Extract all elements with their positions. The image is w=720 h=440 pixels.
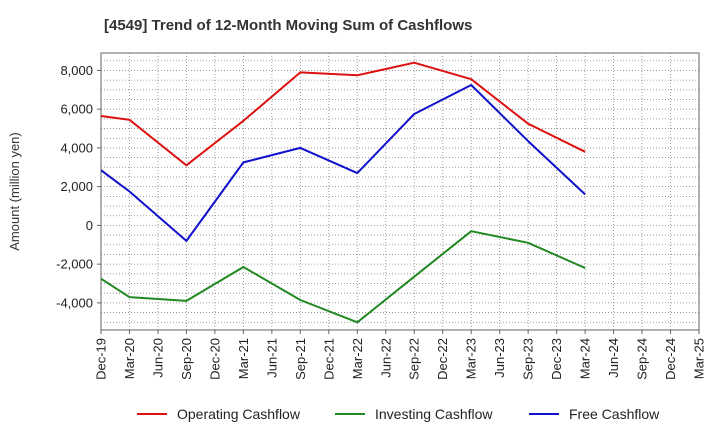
x-tick-label: Dec-20: [207, 338, 222, 380]
chart-title: [4549] Trend of 12-Month Moving Sum of C…: [104, 17, 472, 34]
x-tick-label: Mar-23: [464, 338, 479, 379]
x-tick-label: Dec-21: [321, 338, 336, 380]
x-tick-label: Sep-20: [179, 338, 194, 380]
series-line-free-cashflow: [100, 84, 586, 242]
x-tick-label: Mar-20: [122, 338, 137, 379]
plot-area: [100, 52, 700, 331]
y-tick-label: -2,000: [56, 257, 93, 272]
y-tick-label: 2,000: [60, 179, 93, 194]
x-tick-label: Jun-20: [150, 338, 165, 378]
grid: [100, 53, 700, 330]
y-tick-label: 6,000: [60, 102, 93, 117]
x-tick-label: Jun-23: [492, 338, 507, 378]
x-tick-label: Mar-25: [692, 338, 707, 379]
x-tick-label: Sep-24: [635, 338, 650, 380]
x-tick-label: Mar-24: [578, 338, 593, 379]
x-tick-label: Dec-24: [663, 338, 678, 380]
y-axis: 8,000 6,000 4,000 2,000 0 -2,000 -4,000: [56, 63, 101, 310]
y-tick-label: 8,000: [60, 63, 93, 78]
legend-label: Investing Cashflow: [375, 406, 493, 422]
series-lines: [100, 61, 586, 324]
x-tick-label: Mar-21: [236, 338, 251, 379]
x-tick-label: Dec-23: [549, 338, 564, 380]
legend-label: Operating Cashflow: [177, 406, 301, 422]
x-tick-label: Jun-22: [378, 338, 393, 378]
y-axis-label: Amount (million yen): [7, 132, 22, 251]
y-tick-label: 4,000: [60, 140, 93, 155]
x-tick-label: Jun-21: [264, 338, 279, 378]
legend-label: Free Cashflow: [569, 406, 660, 422]
x-tick-label: Dec-22: [435, 338, 450, 380]
series-line-operating-cashflow: [100, 61, 586, 167]
series-line-investing-cashflow: [100, 230, 586, 324]
x-tick-label: Sep-23: [521, 338, 536, 380]
y-tick-label: -4,000: [56, 295, 93, 310]
y-tick-label: 0: [86, 218, 93, 233]
x-axis: Dec-19 Mar-20 Jun-20 Sep-20 Dec-20 Mar-21 Jun-…: [94, 330, 707, 380]
x-tick-label: Mar-22: [350, 338, 365, 379]
x-tick-label: Sep-21: [293, 338, 308, 380]
x-tick-label: Dec-19: [94, 338, 109, 380]
x-tick-label: Jun-24: [606, 338, 621, 378]
legend: Operating Cashflow Investing Cashflow Free…: [137, 406, 660, 422]
x-tick-label: Sep-22: [407, 338, 422, 380]
